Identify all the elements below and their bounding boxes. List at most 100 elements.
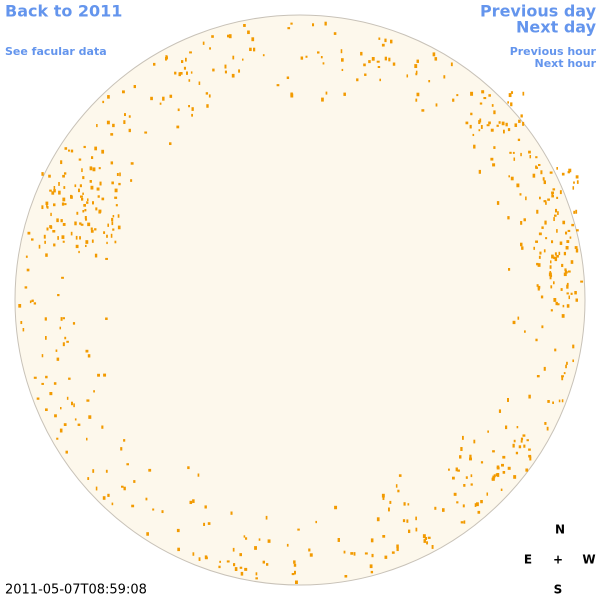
- facula: [70, 149, 74, 153]
- facula: [80, 223, 84, 226]
- facula: [396, 544, 399, 549]
- facula: [89, 180, 92, 183]
- facula: [85, 244, 87, 248]
- facula: [566, 292, 569, 295]
- facula: [31, 238, 34, 241]
- facula: [82, 210, 85, 213]
- facula: [61, 202, 65, 206]
- facula: [443, 75, 446, 79]
- facula: [192, 552, 195, 556]
- facula: [96, 187, 100, 191]
- facula: [536, 262, 539, 266]
- facula: [510, 176, 514, 181]
- facula: [364, 552, 368, 555]
- facula: [92, 167, 96, 172]
- facula: [554, 257, 558, 262]
- facula: [561, 375, 564, 378]
- facula: [460, 447, 463, 451]
- facula: [57, 294, 60, 297]
- facula: [218, 565, 221, 569]
- facula: [27, 231, 31, 235]
- facula: [227, 34, 230, 38]
- facula: [525, 468, 529, 472]
- facula: [392, 62, 396, 66]
- facula: [74, 221, 77, 226]
- facula: [384, 38, 387, 43]
- facula: [341, 68, 344, 72]
- facula: [130, 179, 133, 182]
- facula: [535, 240, 539, 243]
- facula: [191, 107, 194, 111]
- facula: [576, 229, 579, 232]
- facula: [570, 292, 573, 295]
- facula: [242, 58, 244, 61]
- facula: [52, 230, 56, 233]
- facula: [247, 30, 250, 35]
- facula: [49, 189, 52, 192]
- facula: [561, 314, 565, 318]
- facula: [565, 231, 568, 235]
- facula: [87, 198, 89, 201]
- facula: [204, 555, 208, 559]
- facula: [78, 188, 80, 193]
- facula: [509, 151, 512, 154]
- facula: [566, 361, 568, 365]
- facula: [131, 504, 135, 508]
- facula: [414, 64, 418, 69]
- facula: [551, 191, 554, 195]
- facula: [528, 394, 531, 399]
- facula: [85, 218, 88, 221]
- facula: [521, 246, 524, 250]
- facula: [470, 474, 473, 478]
- facula: [470, 112, 473, 116]
- facula: [543, 366, 546, 371]
- facula: [53, 203, 56, 207]
- facular-link[interactable]: See facular data: [5, 45, 107, 58]
- facula: [568, 168, 572, 173]
- next-hour-link[interactable]: Next hour: [535, 57, 597, 70]
- facula: [97, 195, 100, 198]
- facula: [68, 149, 70, 152]
- facula: [538, 164, 541, 167]
- facula: [106, 120, 110, 125]
- facula: [520, 152, 522, 157]
- facula: [487, 430, 489, 433]
- facula: [553, 281, 555, 285]
- facula: [41, 382, 44, 385]
- facula: [56, 437, 59, 440]
- facula: [408, 529, 411, 534]
- facula: [130, 162, 134, 165]
- facula: [474, 503, 477, 507]
- facula: [538, 232, 542, 236]
- facula: [422, 534, 426, 539]
- facula: [463, 520, 466, 524]
- facula: [364, 73, 367, 76]
- facula: [102, 100, 105, 104]
- facula: [563, 251, 567, 256]
- previous-hour-link[interactable]: Previous hour: [510, 45, 597, 58]
- facula: [483, 97, 487, 100]
- next-day-link[interactable]: Next day: [516, 18, 597, 37]
- facula: [550, 274, 553, 278]
- back-link[interactable]: Back to 2011: [5, 2, 122, 21]
- facula: [18, 304, 22, 308]
- facula: [152, 508, 155, 511]
- facula: [402, 519, 406, 523]
- facula: [63, 423, 67, 427]
- facula: [150, 96, 153, 101]
- facula: [226, 560, 230, 563]
- previous-day-link[interactable]: Previous day: [480, 2, 597, 21]
- facula: [480, 125, 483, 129]
- facula: [536, 375, 540, 378]
- facula: [124, 113, 126, 117]
- facula: [559, 190, 562, 195]
- facula: [93, 390, 95, 393]
- facula: [33, 302, 37, 305]
- facula: [159, 102, 162, 105]
- facula: [550, 309, 553, 312]
- facula: [60, 160, 63, 165]
- facula: [378, 37, 381, 40]
- facula: [368, 60, 371, 64]
- facula: [452, 476, 455, 480]
- facula: [566, 282, 569, 287]
